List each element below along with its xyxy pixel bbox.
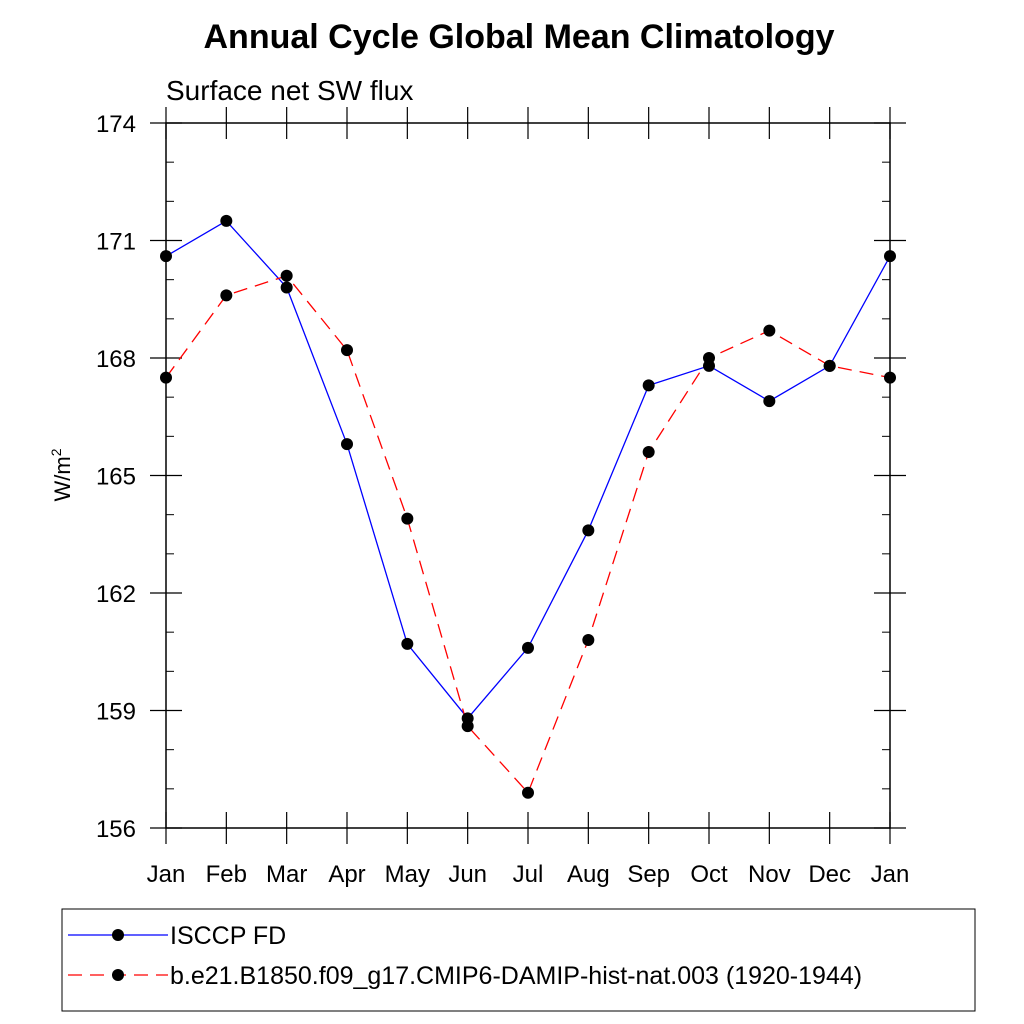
y-axis-title-text: W/m — [50, 456, 75, 501]
series-1-point — [884, 371, 896, 384]
series-lines — [165, 220, 891, 794]
x-tick-label: Jul — [513, 861, 544, 888]
series-0-point — [401, 637, 414, 650]
y-tick-label: 162 — [96, 581, 136, 608]
y-tick-label: 159 — [96, 699, 136, 726]
series-1-point — [160, 371, 172, 384]
y-tick-label: 165 — [96, 464, 136, 491]
series-1-point — [582, 634, 595, 646]
plot-frame — [165, 122, 891, 829]
series-0-point — [160, 250, 172, 263]
series-0-point — [582, 524, 595, 537]
legend-entry-isccp: ISCCP FD — [68, 922, 286, 950]
series-1-point — [522, 786, 534, 799]
x-tick-label: Jun — [448, 861, 487, 888]
x-tick-label: Aug — [567, 861, 610, 888]
legend-label-isccp: ISCCP FD — [170, 922, 286, 950]
series-1-point — [401, 512, 414, 525]
series-1-point — [280, 269, 293, 282]
series-1-point — [461, 720, 474, 733]
axis-ticks — [150, 107, 906, 844]
y-tick-label: 156 — [96, 816, 136, 843]
chart-subtitle: Surface net SW flux — [166, 75, 413, 106]
series-1-point — [823, 359, 836, 372]
series-0-point — [884, 250, 896, 263]
series-1-point — [220, 289, 233, 302]
x-tick-label: Mar — [266, 861, 307, 888]
series-0-point — [280, 281, 293, 294]
y-tick-label: 171 — [96, 229, 136, 256]
x-tick-label: Sep — [627, 861, 670, 888]
series-0-point — [763, 395, 776, 408]
y-tick-label: 168 — [96, 346, 136, 373]
legend-box — [61, 908, 976, 1012]
x-tick-label: Nov — [748, 861, 791, 888]
y-axis-title-exponent: 2 — [48, 448, 64, 456]
legend-label-model: b.e21.B1850.f09_g17.CMIP6-DAMIP-hist-nat… — [170, 962, 862, 990]
x-tick-label: Jan — [871, 861, 910, 888]
legend-marker-isccp — [112, 929, 124, 941]
series-1-point — [642, 446, 655, 458]
series-markers — [160, 214, 896, 799]
series-1-point — [703, 352, 715, 364]
chart-title: Annual Cycle Global Mean Climatology — [204, 18, 835, 56]
series-1-point — [341, 344, 353, 357]
x-tick-label: May — [385, 861, 430, 888]
y-axis-title: W/m2 — [48, 448, 75, 501]
series-line-1 — [165, 275, 891, 794]
legend-entry-model: b.e21.B1850.f09_g17.CMIP6-DAMIP-hist-nat… — [68, 962, 862, 990]
legend: ISCCP FD b.e21.B1850.f09_g17.CMIP6-DAMIP… — [68, 922, 862, 990]
x-tick-label: Jan — [147, 861, 186, 888]
series-1-point — [763, 324, 776, 337]
axis-tick-labels: 156 159 162 165 168 171 174 Jan Feb Mar Apr May Jun J… — [96, 111, 909, 888]
x-tick-label: Oct — [690, 861, 728, 888]
x-tick-label: Apr — [328, 861, 365, 888]
x-tick-label: Feb — [206, 861, 247, 888]
x-tick-label: Dec — [808, 861, 851, 888]
svg-text:W/m2: W/m2 — [48, 448, 75, 501]
series-0-point — [341, 438, 353, 451]
series-0-point — [642, 379, 655, 392]
legend-marker-model — [112, 969, 124, 981]
series-0-point — [522, 641, 534, 654]
series-0-point — [220, 214, 233, 227]
y-tick-label: 174 — [96, 111, 136, 138]
